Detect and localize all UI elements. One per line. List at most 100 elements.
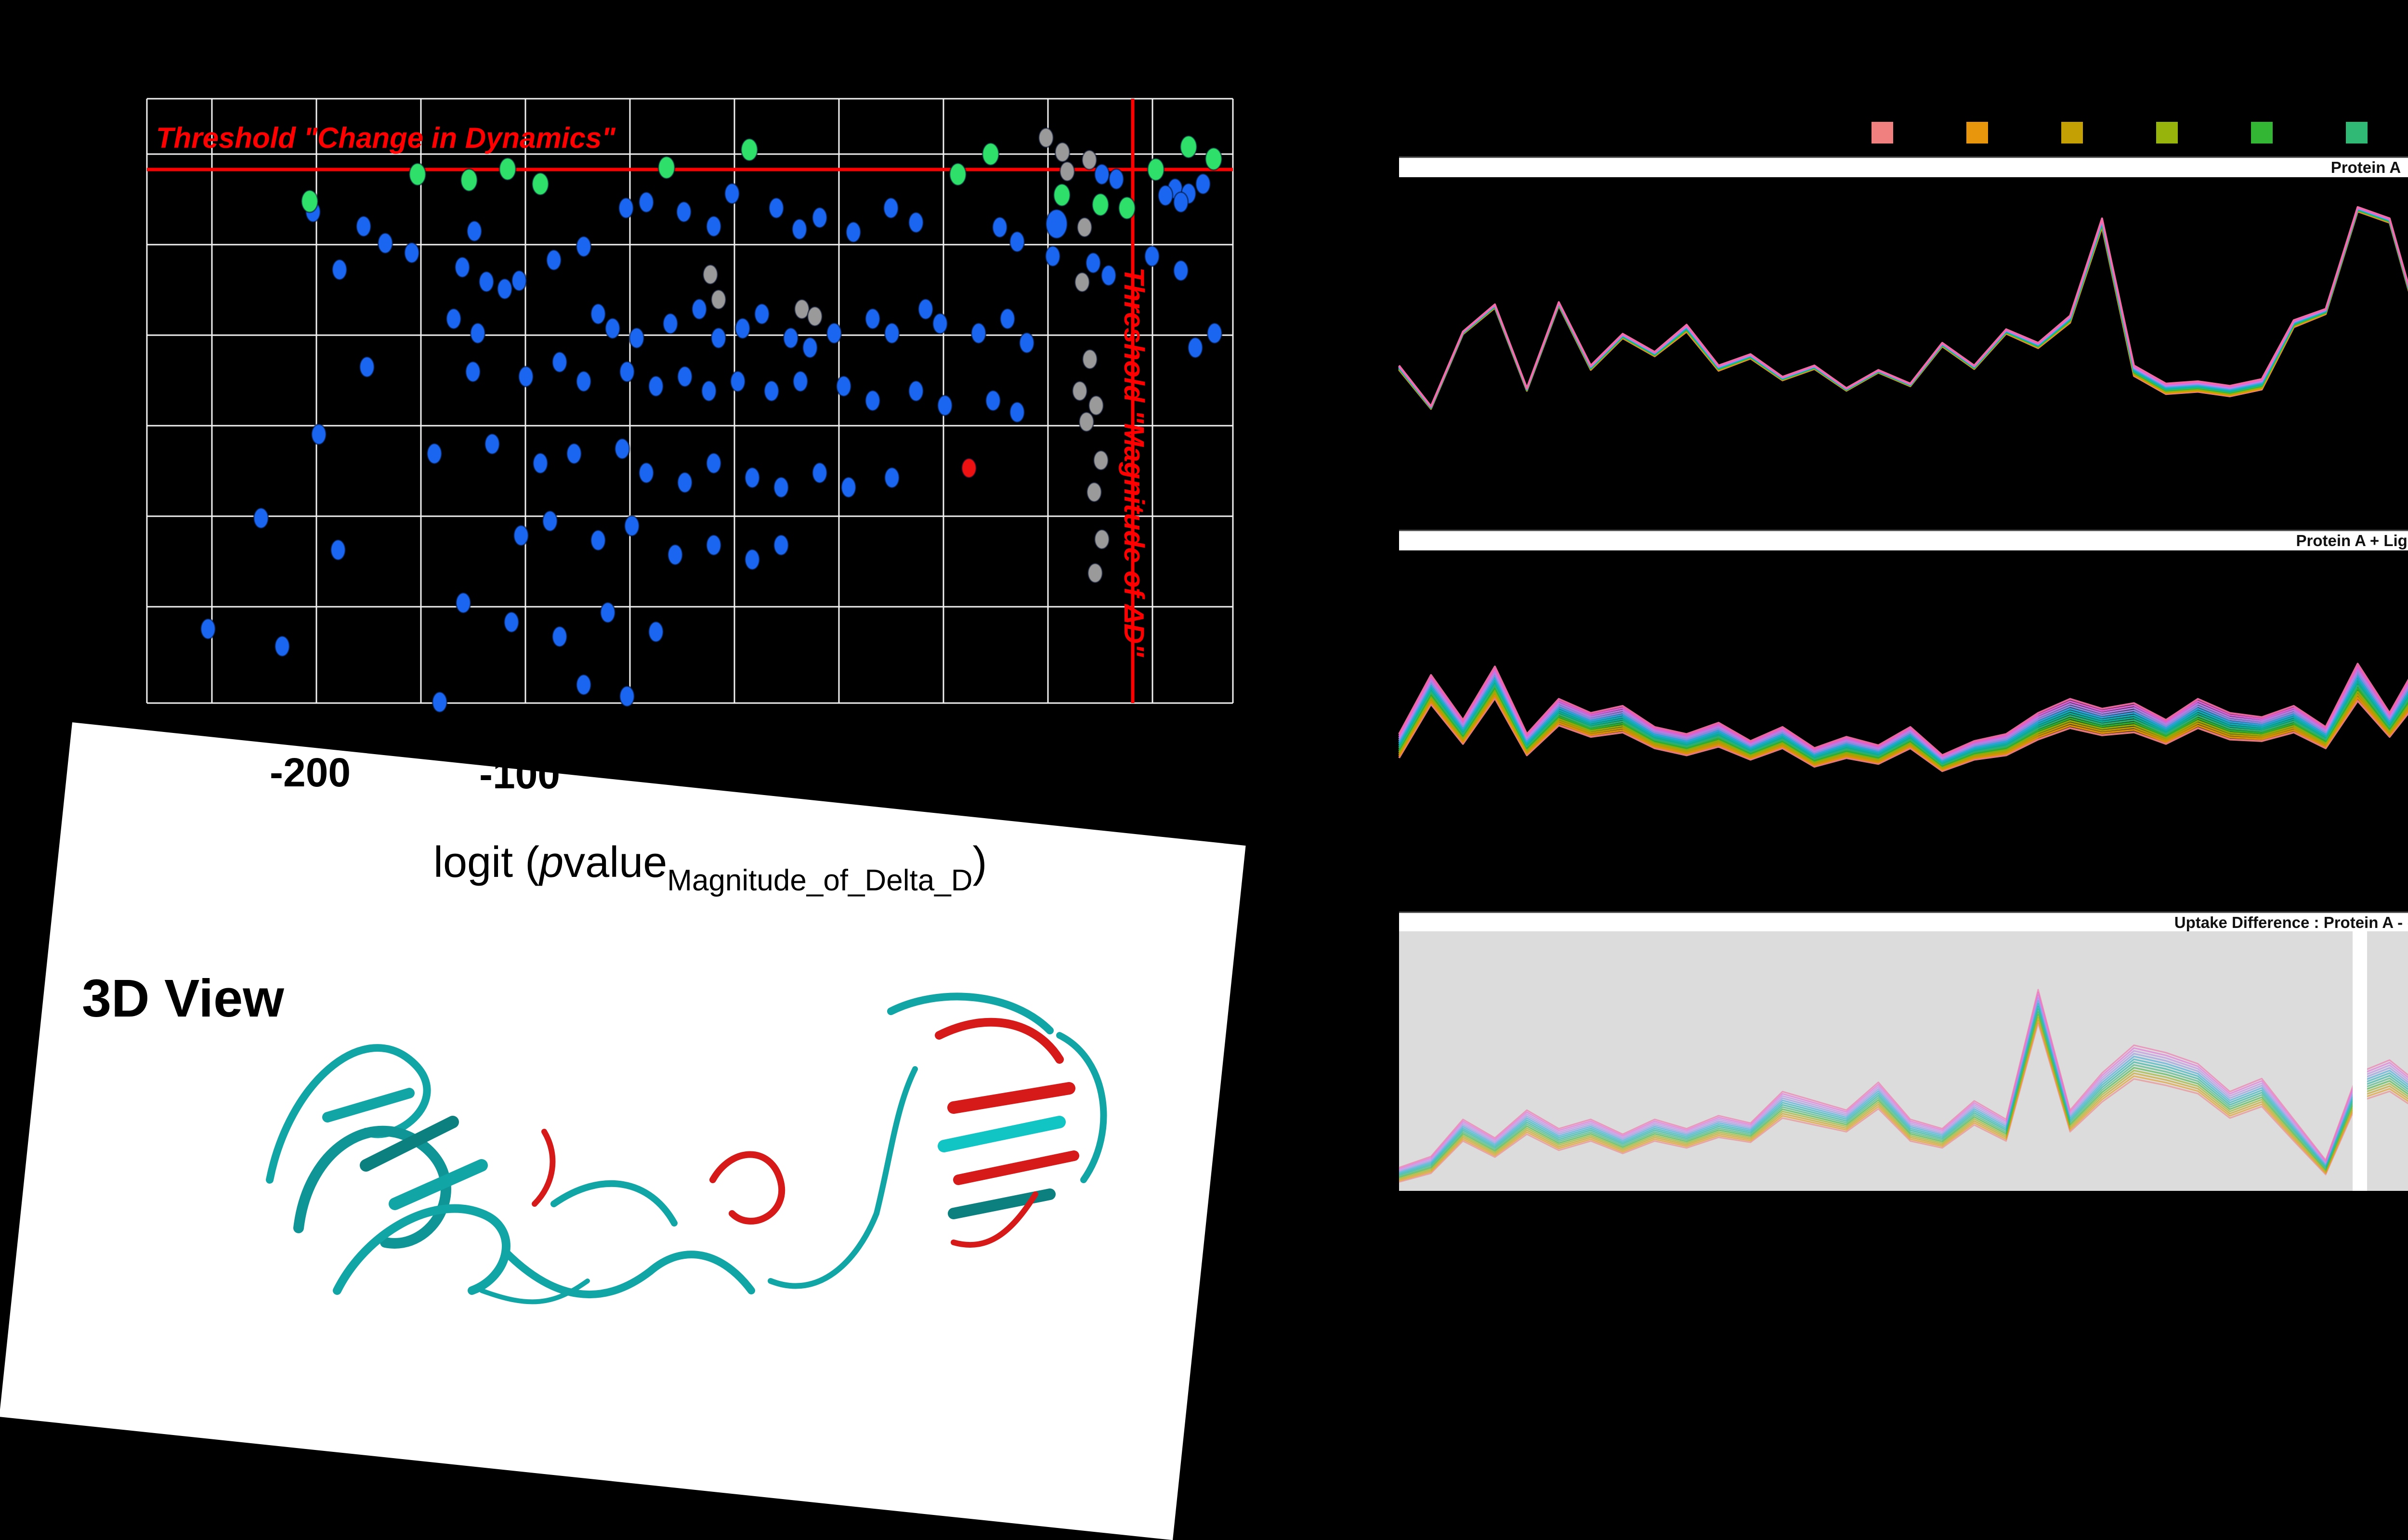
axis-title-p: p bbox=[539, 838, 563, 887]
series-line-0 bbox=[1399, 1023, 2408, 1182]
scatter-point bbox=[1075, 273, 1089, 292]
scatter-point bbox=[711, 290, 726, 309]
legend-swatch-4 bbox=[2251, 122, 2273, 144]
series-line-2 bbox=[1399, 211, 2408, 438]
scatter-point bbox=[1101, 265, 1116, 286]
panel-title-uptake-difference: Uptake Difference : Protein A - (Protein… bbox=[1399, 912, 2408, 932]
scatter-point bbox=[1207, 323, 1222, 343]
scatter-point bbox=[356, 216, 371, 236]
scatter-point bbox=[1077, 218, 1092, 237]
scatter-point bbox=[803, 338, 817, 358]
scatter-point bbox=[1095, 530, 1109, 549]
scatter-point bbox=[1180, 136, 1197, 158]
scatter-point bbox=[378, 233, 393, 253]
panel-title-protein-a: Protein A bbox=[1399, 157, 2408, 177]
scatter-point bbox=[504, 612, 519, 632]
threshold-magnitude-label: Threshold "Magnitude of ΔD" bbox=[1118, 267, 1150, 657]
scatter-point bbox=[455, 257, 470, 277]
scatter-point bbox=[938, 395, 952, 416]
scatter-point bbox=[461, 169, 477, 191]
scatter-point bbox=[774, 477, 788, 497]
chart-protein_a bbox=[1399, 207, 2408, 452]
x-tick--100: -100 bbox=[479, 751, 560, 798]
series-line-12 bbox=[1399, 990, 2408, 1169]
scatter-point bbox=[962, 458, 976, 478]
scatter-point bbox=[432, 692, 447, 712]
scatter-point bbox=[514, 525, 528, 546]
series-line-11 bbox=[1399, 992, 2408, 1170]
scatter-point bbox=[547, 250, 561, 270]
scatter-point bbox=[1073, 381, 1087, 401]
scatter-point bbox=[909, 381, 923, 401]
scatter-point bbox=[625, 516, 639, 536]
scatter-point bbox=[591, 304, 605, 324]
scatter-point bbox=[427, 444, 442, 464]
plot-background-gap bbox=[2353, 931, 2367, 1191]
scatter-point bbox=[1000, 309, 1015, 329]
scatter-point bbox=[658, 157, 675, 179]
scatter-point bbox=[254, 508, 268, 528]
series-line-1 bbox=[1399, 677, 2408, 770]
scatter-point bbox=[1094, 451, 1108, 470]
scatter-point bbox=[471, 323, 485, 343]
scatter-point bbox=[1205, 148, 1222, 170]
legend-swatch-5 bbox=[2346, 122, 2368, 144]
scatter-point bbox=[827, 323, 841, 343]
scatter-point bbox=[933, 313, 947, 334]
scatter-point bbox=[865, 309, 880, 329]
panel-title-protein-a-ligand-text: Protein A + Ligand bbox=[2296, 532, 2408, 550]
scatter-point bbox=[446, 309, 461, 329]
scatter-point bbox=[591, 530, 605, 550]
legend-swatch-2 bbox=[2061, 122, 2083, 144]
scatter-point bbox=[885, 468, 899, 488]
series-line-8 bbox=[1399, 1001, 2408, 1172]
scatter-point bbox=[497, 279, 512, 299]
scatter-point bbox=[703, 265, 718, 284]
scatter-point bbox=[615, 439, 629, 459]
series-line-4 bbox=[1399, 666, 2408, 766]
scatter-point bbox=[846, 222, 861, 242]
scatter-point bbox=[275, 636, 289, 656]
scatter-point bbox=[677, 202, 691, 222]
scatter-point bbox=[312, 424, 326, 444]
series-line-0 bbox=[1399, 681, 2408, 771]
series-line-10 bbox=[1399, 995, 2408, 1170]
scatter-point bbox=[467, 221, 482, 241]
scatter-point bbox=[201, 619, 215, 639]
scatter-point bbox=[812, 463, 827, 483]
series-line-12 bbox=[1399, 207, 2408, 406]
scatter-point bbox=[543, 511, 557, 531]
series-line-9 bbox=[1399, 208, 2408, 407]
scatter-point bbox=[745, 549, 759, 570]
series-line-1 bbox=[1399, 1020, 2408, 1181]
scatter-point bbox=[405, 243, 419, 263]
scatter-point bbox=[532, 173, 549, 195]
series-line-3 bbox=[1399, 669, 2408, 767]
scatter-point bbox=[649, 622, 663, 642]
3d-view-heading: 3D View bbox=[82, 968, 284, 1029]
series-line-2 bbox=[1399, 673, 2408, 769]
scatter-point bbox=[885, 323, 899, 343]
scatter-point bbox=[986, 391, 1000, 411]
volcano-points bbox=[201, 128, 1222, 712]
series-line-0 bbox=[1399, 211, 2408, 452]
volcano-gridlines bbox=[147, 99, 1233, 703]
scatter-point bbox=[1188, 338, 1203, 358]
scatter-point bbox=[1060, 162, 1074, 181]
series-line-6 bbox=[1399, 1006, 2408, 1175]
chart-plot-background bbox=[1399, 931, 2408, 1191]
scatter-point bbox=[865, 391, 880, 411]
scatter-point bbox=[512, 271, 526, 291]
scatter-point bbox=[360, 357, 374, 377]
scatter-point bbox=[755, 304, 769, 324]
scatter-point bbox=[707, 453, 721, 473]
timepoint-legend bbox=[1871, 122, 2408, 144]
scatter-point bbox=[1089, 396, 1103, 415]
scatter-point bbox=[707, 216, 721, 236]
scatter-point bbox=[812, 208, 827, 228]
scatter-point bbox=[1095, 164, 1109, 184]
series-line-7 bbox=[1399, 209, 2408, 407]
scatter-point bbox=[567, 444, 581, 464]
scatter-point bbox=[808, 307, 822, 326]
panel-title-protein-a-ligand: Protein A + Ligand bbox=[1399, 530, 2408, 550]
